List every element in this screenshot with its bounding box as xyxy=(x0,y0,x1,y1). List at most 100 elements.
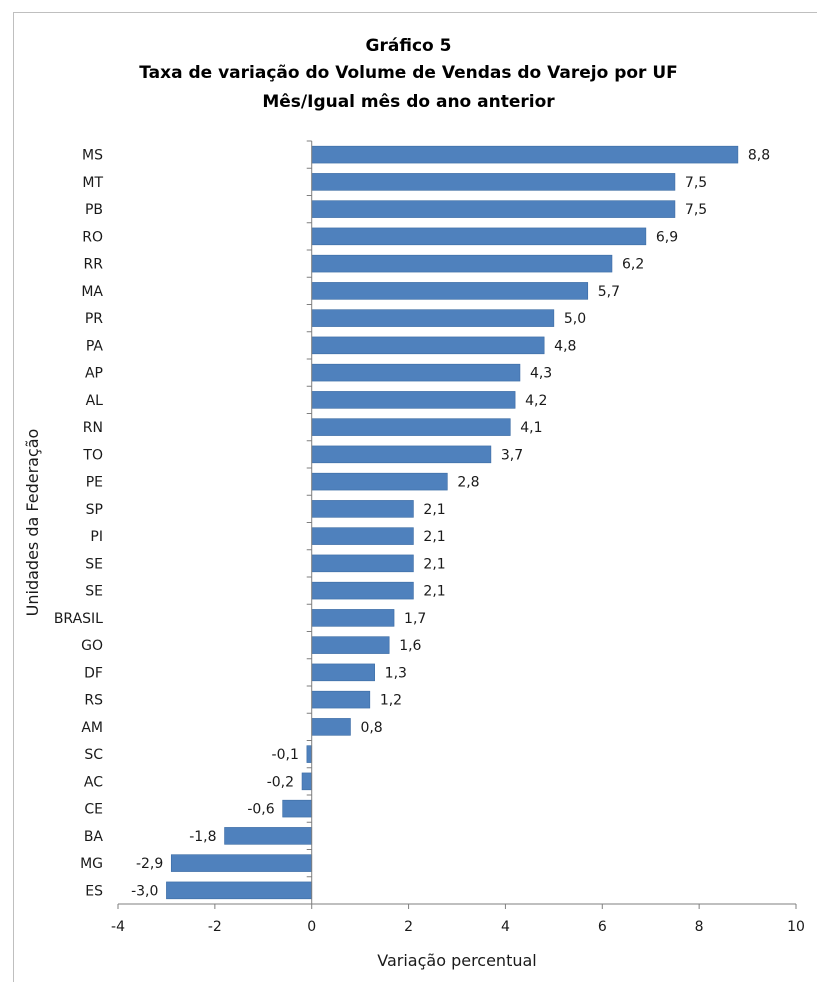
category-label-19: DF xyxy=(84,665,103,681)
data-label-24: -0,6 xyxy=(247,802,274,818)
category-label-2: PB xyxy=(85,202,103,218)
data-label-26: -2,9 xyxy=(136,856,163,872)
data-label-20: 1,2 xyxy=(380,693,402,709)
data-label-18: 1,6 xyxy=(399,638,421,654)
category-label-5: MA xyxy=(81,284,103,300)
bar-ce-24 xyxy=(282,799,313,818)
axis-layer xyxy=(117,140,797,909)
category-label-4: RR xyxy=(84,257,104,273)
bar-go-18 xyxy=(311,636,390,654)
category-label-1: MT xyxy=(82,175,103,191)
data-label-0: 8,8 xyxy=(748,148,770,164)
bar-ba-25 xyxy=(224,827,313,845)
category-label-26: MG xyxy=(80,856,103,872)
bar-ma-5 xyxy=(311,282,589,300)
x-axis-title: Variação percentual xyxy=(377,951,536,970)
x-tick-label-6: 8 xyxy=(695,919,704,935)
category-label-6: PR xyxy=(85,311,103,327)
data-label-17: 1,7 xyxy=(404,611,426,627)
bar-pe-12 xyxy=(311,472,448,491)
category-label-24: CE xyxy=(84,802,103,818)
category-label-10: RN xyxy=(83,420,103,436)
data-label-6: 5,0 xyxy=(564,311,586,327)
x-tick-label-3: 2 xyxy=(404,919,413,935)
data-label-16: 2,1 xyxy=(423,584,445,600)
data-label-10: 4,1 xyxy=(520,420,542,436)
data-label-22: -0,1 xyxy=(272,747,299,763)
bar-ap-8 xyxy=(311,363,521,382)
category-label-8: AP xyxy=(85,366,103,382)
labels-layer: 8,8 MS 7,5 MT 7,5 PB 6,9 RO 6,2 RR 5,7 MA 5,0 PR 4,8 PA… xyxy=(54,148,805,935)
data-label-11: 3,7 xyxy=(501,447,523,463)
data-label-14: 2,1 xyxy=(423,529,445,545)
bar-df-19 xyxy=(311,663,375,682)
bar-pb-2 xyxy=(311,200,676,218)
data-label-1: 7,5 xyxy=(685,175,707,191)
bar-rn-10 xyxy=(311,418,511,436)
category-label-25: BA xyxy=(84,829,104,845)
data-label-21: 0,8 xyxy=(360,720,382,736)
bar-se-15 xyxy=(311,554,414,573)
data-label-2: 7,5 xyxy=(685,202,707,218)
bar-to-11 xyxy=(311,445,492,464)
category-label-0: MS xyxy=(82,148,103,164)
bar-mg-26 xyxy=(170,854,313,872)
category-label-12: PE xyxy=(86,475,103,491)
chart-border xyxy=(13,12,817,982)
category-label-14: PI xyxy=(90,529,103,545)
data-label-13: 2,1 xyxy=(423,502,445,518)
data-label-23: -0,2 xyxy=(267,774,294,790)
data-label-27: -3,0 xyxy=(131,883,158,899)
bar-rr-4 xyxy=(311,254,613,273)
x-tick-label-1: -2 xyxy=(208,919,222,935)
category-label-20: RS xyxy=(84,693,103,709)
data-label-15: 2,1 xyxy=(423,556,445,572)
category-label-16: SE xyxy=(85,584,103,600)
bar-sc-22 xyxy=(306,745,313,763)
data-label-19: 1,3 xyxy=(385,665,407,681)
data-label-5: 5,7 xyxy=(598,284,620,300)
bar-pa-7 xyxy=(311,336,545,355)
bars-layer xyxy=(166,145,739,900)
category-label-27: ES xyxy=(85,883,103,899)
bar-mt-1 xyxy=(311,173,676,191)
chart-title-line-3: Mês/Igual mês do ano anterior xyxy=(262,92,555,112)
category-label-13: SP xyxy=(86,502,103,518)
bar-ac-23 xyxy=(301,772,313,791)
category-label-3: RO xyxy=(82,229,103,245)
data-label-8: 4,3 xyxy=(530,366,552,382)
x-tick-label-2: 0 xyxy=(307,919,316,935)
bar-se-16 xyxy=(311,581,414,600)
bar-brasil-17 xyxy=(311,609,395,627)
chart-title-line-2: Taxa de variação do Volume de Vendas do … xyxy=(139,63,678,83)
bar-am-21 xyxy=(311,718,351,736)
x-tick-label-4: 4 xyxy=(501,919,510,935)
bar-pr-6 xyxy=(311,309,555,327)
data-label-7: 4,8 xyxy=(554,338,576,354)
y-axis-title: Unidades da Federação xyxy=(23,429,42,617)
x-tick-label-7: 10 xyxy=(787,919,805,935)
category-label-7: PA xyxy=(86,338,104,354)
data-label-9: 4,2 xyxy=(525,393,547,409)
category-label-21: AM xyxy=(81,720,103,736)
bar-al-9 xyxy=(311,391,516,409)
bar-ms-0 xyxy=(311,145,739,164)
category-label-17: BRASIL xyxy=(54,611,103,627)
category-label-11: TO xyxy=(82,447,103,463)
category-label-15: SE xyxy=(85,556,103,572)
data-label-4: 6,2 xyxy=(622,257,644,273)
data-label-12: 2,8 xyxy=(457,475,479,491)
chart-title-line-1: Gráfico 5 xyxy=(365,36,452,56)
bar-sp-13 xyxy=(311,500,414,518)
data-label-25: -1,8 xyxy=(189,829,216,845)
bar-es-27 xyxy=(166,881,313,900)
bar-ro-3 xyxy=(311,227,647,246)
x-tick-label-5: 6 xyxy=(598,919,607,935)
category-label-9: AL xyxy=(86,393,104,409)
data-label-3: 6,9 xyxy=(656,229,678,245)
category-label-22: SC xyxy=(84,747,103,763)
bar-pi-14 xyxy=(311,527,414,545)
x-tick-label-0: -4 xyxy=(111,919,125,935)
